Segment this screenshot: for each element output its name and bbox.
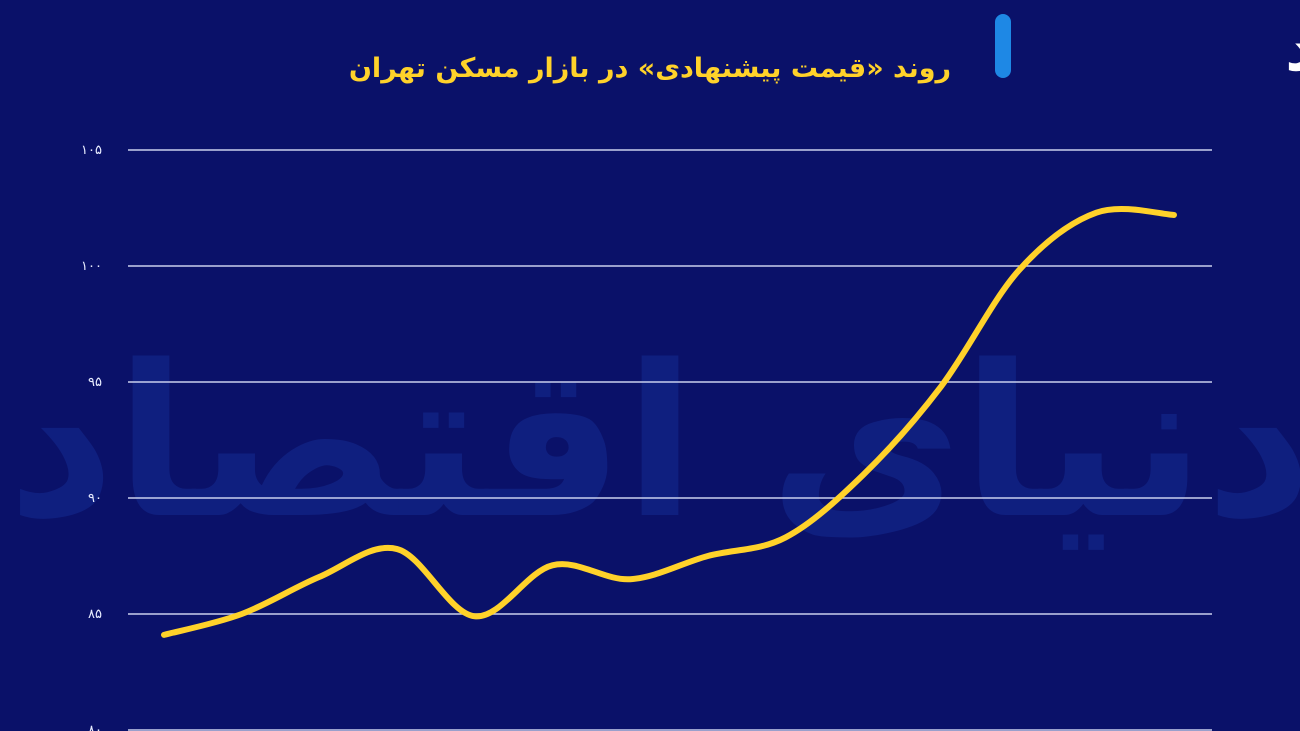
y-tick-label: ۹۰: [88, 491, 102, 506]
logo-mark-icon: [995, 14, 1011, 78]
series-group: [161, 206, 1177, 638]
y-tick-label: ۱۰۵: [81, 143, 102, 158]
brand-logo: اقتصاد: [995, 12, 1300, 86]
y-axis: ۸۰ ۸۵ ۹۰ ۹۵ ۱۰۰ ۱۰۵: [81, 143, 102, 731]
series-line: [161, 206, 1177, 638]
watermark: دنیای اقتصاد: [7, 320, 1300, 565]
y-tick-label: ۹۵: [88, 375, 102, 390]
logo-text: اقتصاد: [1285, 12, 1300, 86]
y-tick-label: ۸۵: [88, 607, 102, 622]
y-tick-label: ۱۰۰: [81, 259, 102, 274]
y-tick-label: ۸۰: [88, 723, 102, 731]
chart-title: روند «قیمت پیشنهادی» در بازار مسکن تهران: [349, 53, 951, 84]
grid: [128, 149, 1212, 731]
